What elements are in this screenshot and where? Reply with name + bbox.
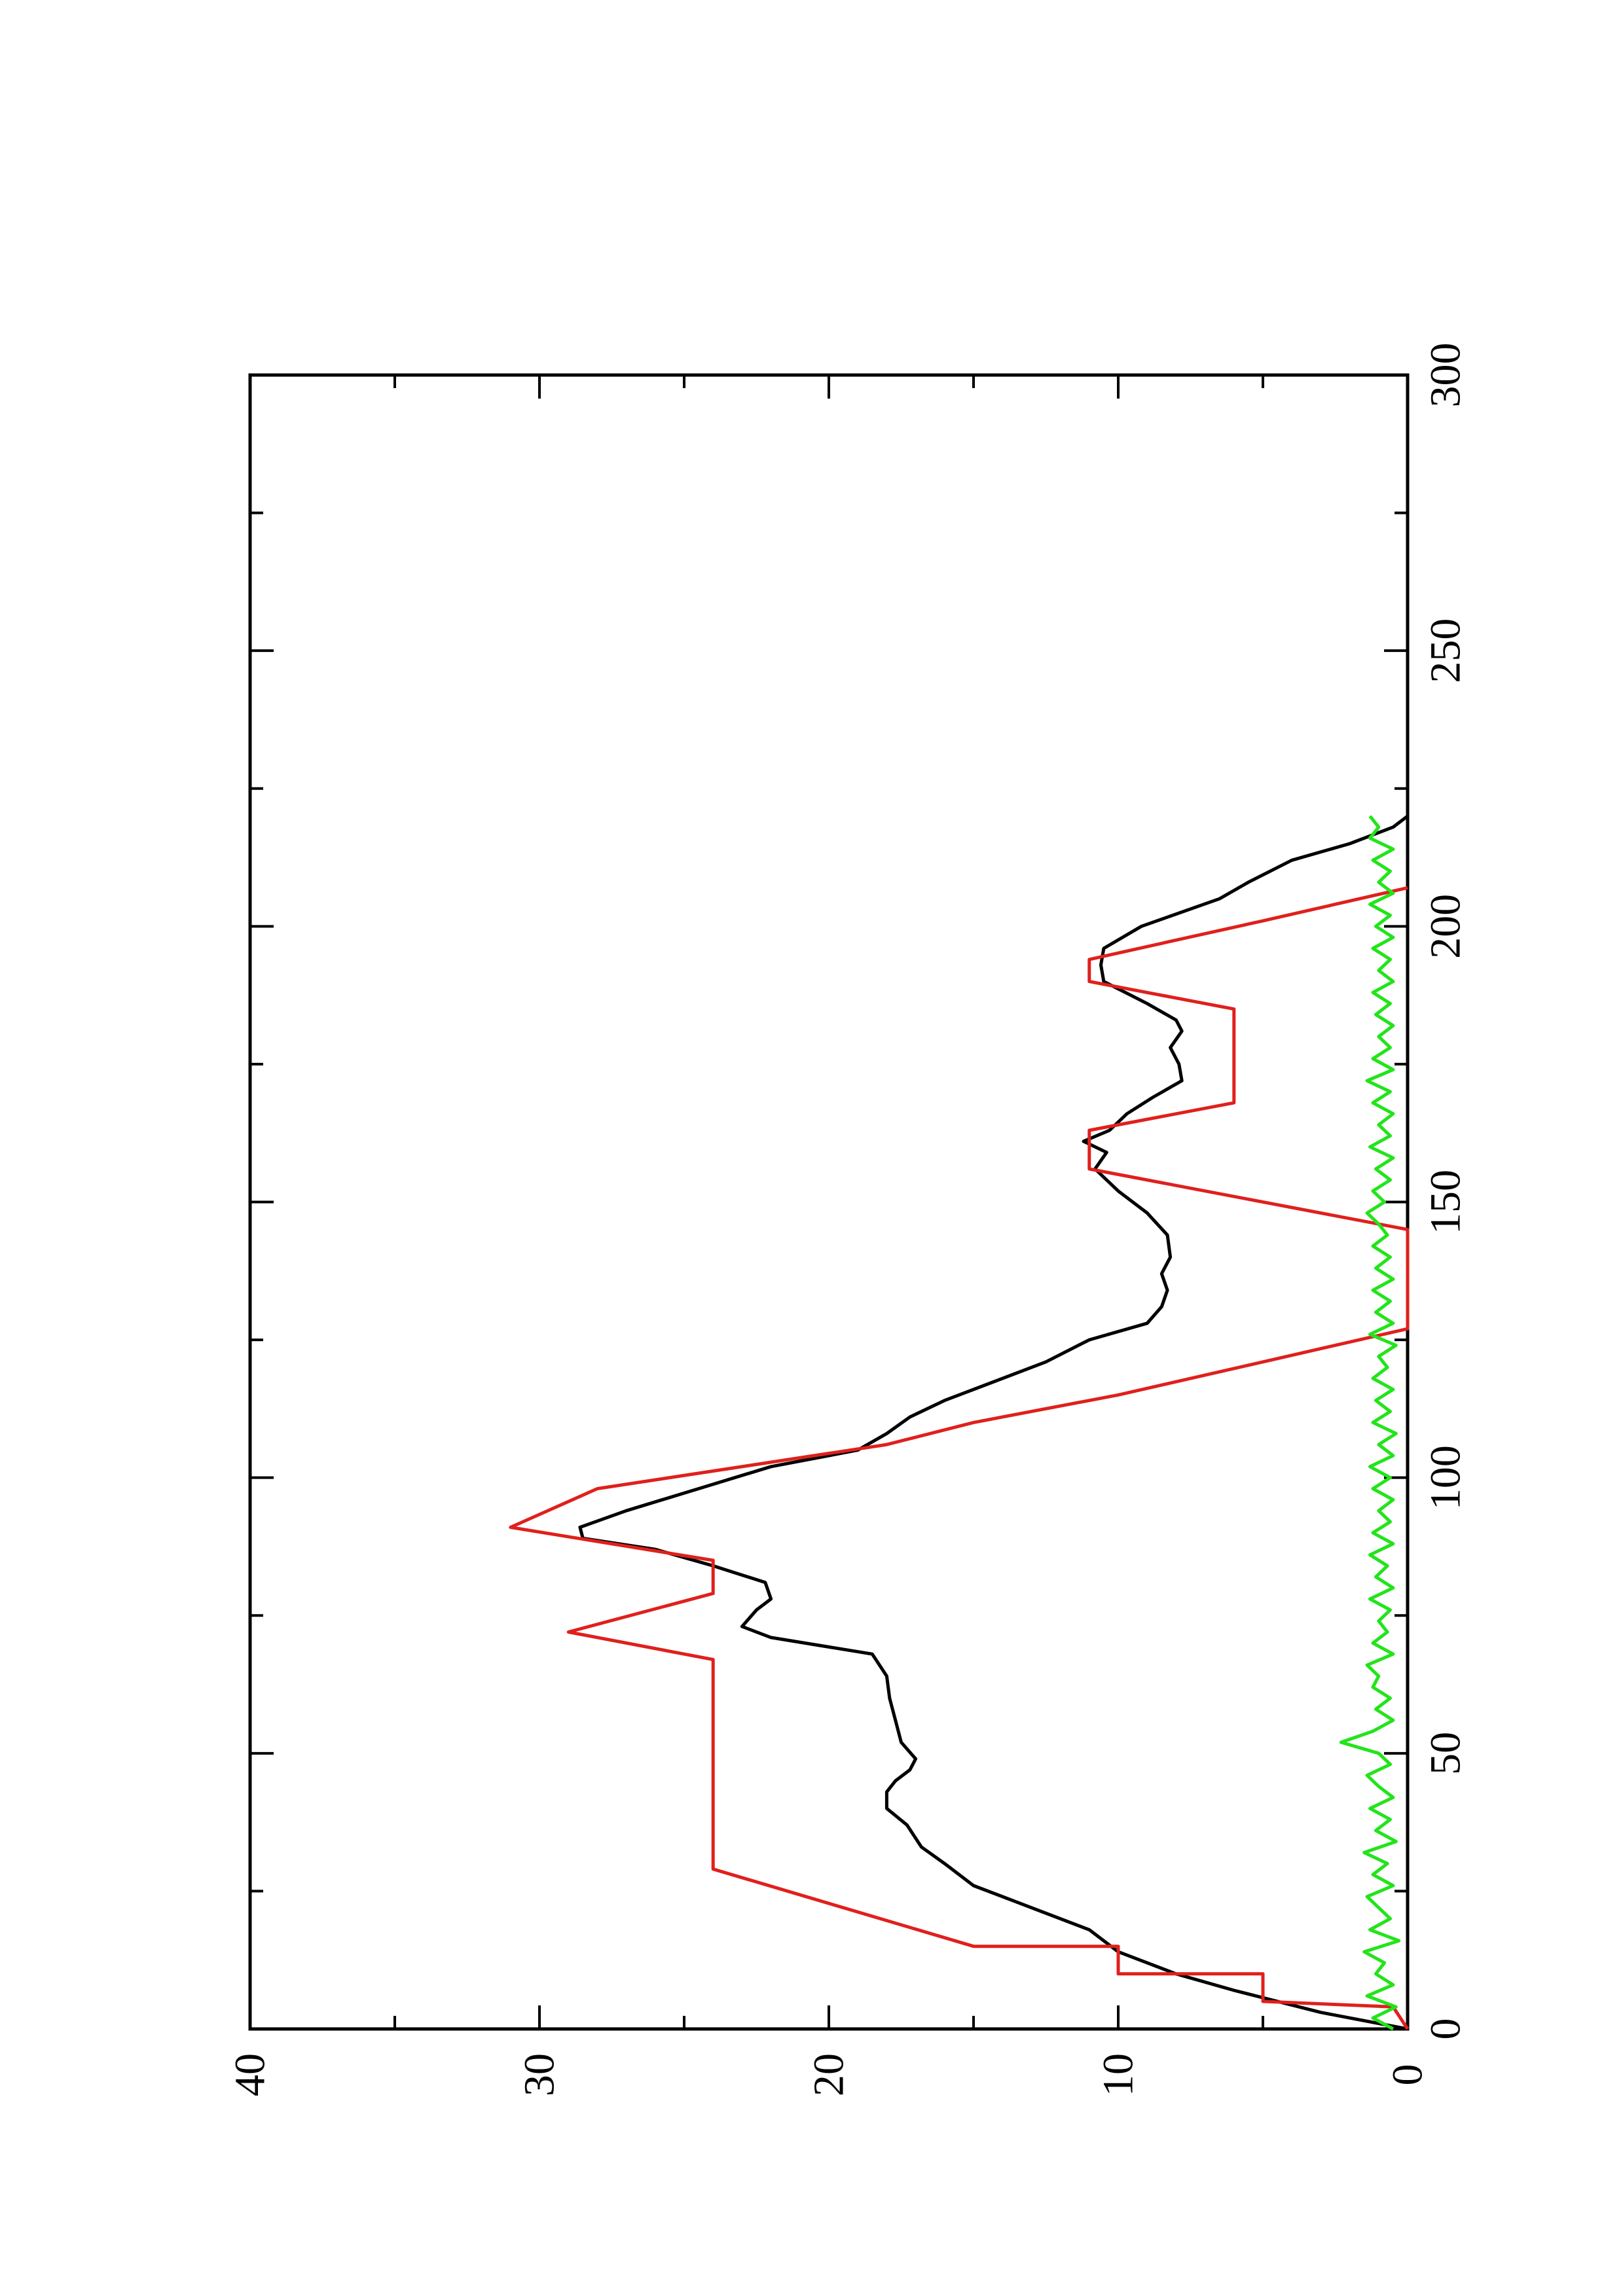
plot-frame bbox=[248, 373, 1410, 2031]
series-line-3 bbox=[1339, 815, 1401, 2031]
x-tick-label: 100 bbox=[1422, 1445, 1470, 1510]
x-tick-label: 200 bbox=[1422, 894, 1470, 959]
series-lines bbox=[509, 814, 1410, 2031]
y-tick-label: 30 bbox=[516, 2053, 564, 2096]
axis-tick-labels: 0 50 100 150 200 250 300 0 10 20 30 40 bbox=[227, 343, 1470, 2097]
y-tick-label: 20 bbox=[805, 2053, 853, 2096]
x-tick-label: 0 bbox=[1422, 2018, 1470, 2040]
y-tick-label: 40 bbox=[227, 2053, 274, 2096]
y-tick-label: 0 bbox=[1384, 2064, 1432, 2086]
x-tick-label: 250 bbox=[1422, 619, 1470, 683]
x-tick-label: 150 bbox=[1422, 1170, 1470, 1234]
series-line-1 bbox=[578, 814, 1409, 2031]
series-line-2 bbox=[509, 886, 1410, 2030]
axis-ticks bbox=[249, 374, 1409, 2030]
x-tick-label: 300 bbox=[1422, 343, 1470, 408]
y-tick-label: 10 bbox=[1095, 2053, 1142, 2096]
x-tick-label: 50 bbox=[1422, 1732, 1470, 1775]
